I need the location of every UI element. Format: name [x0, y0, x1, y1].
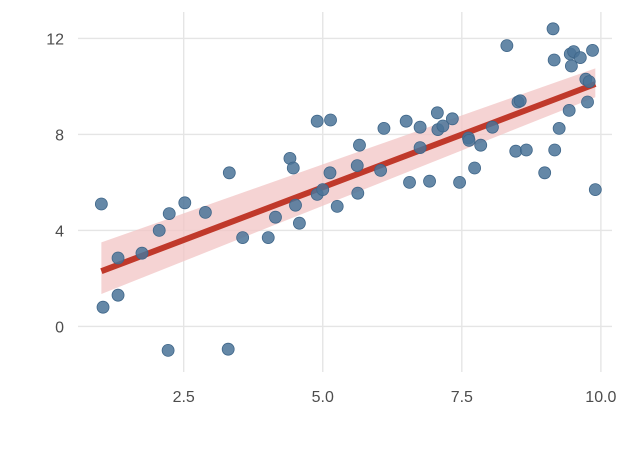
trend-line: [100, 81, 597, 275]
data-point: [474, 138, 488, 152]
data-point: [468, 161, 482, 175]
data-point: [538, 166, 552, 180]
data-point: [96, 300, 110, 314]
data-point: [111, 288, 125, 302]
y-tick-label: 12: [46, 31, 64, 48]
data-point: [519, 143, 533, 157]
data-point: [546, 22, 560, 36]
data-point: [350, 159, 364, 173]
data-point: [286, 161, 300, 175]
trend-line-layer: [100, 81, 597, 275]
data-point: [547, 53, 561, 67]
data-point: [513, 94, 527, 108]
data-point: [581, 95, 594, 109]
data-point: [430, 106, 444, 120]
data-point: [269, 210, 282, 224]
data-point: [552, 121, 566, 135]
data-point: [94, 197, 108, 211]
data-point: [548, 143, 562, 157]
data-point: [564, 59, 578, 73]
confidence-band: [101, 68, 596, 295]
data-point: [423, 174, 436, 188]
data-point: [588, 183, 602, 197]
data-point: [582, 75, 596, 88]
data-point: [413, 141, 427, 155]
data-point: [403, 175, 416, 189]
data-point: [324, 113, 337, 127]
data-point: [573, 51, 587, 64]
data-point: [586, 44, 599, 57]
data-point: [374, 163, 388, 177]
y-tick-label: 0: [55, 319, 64, 336]
data-point: [152, 223, 166, 237]
data-point: [222, 166, 236, 180]
data-point: [292, 216, 306, 230]
data-point: [509, 144, 523, 158]
data-point: [178, 196, 192, 210]
data-point: [161, 343, 175, 357]
data-point: [353, 138, 366, 152]
data-point: [436, 119, 450, 133]
data-point: [316, 183, 330, 197]
data-point: [221, 342, 235, 356]
data-point: [562, 104, 576, 117]
data-point: [162, 207, 176, 221]
data-point: [445, 112, 459, 126]
y-tick-label: 8: [55, 127, 64, 144]
axis-tick-labels: 2.5 5.0 7.5 10.0 0 4 8 12: [46, 31, 616, 406]
x-tick-label: 5.0: [312, 389, 334, 406]
data-point: [413, 120, 427, 134]
x-tick-label: 7.5: [451, 389, 473, 406]
data-point: [462, 133, 476, 147]
data-point: [453, 175, 466, 189]
y-tick-label: 4: [55, 223, 64, 240]
x-tick-label: 2.5: [173, 389, 195, 406]
data-point: [289, 198, 302, 212]
data-point: [261, 231, 275, 245]
data-points: [94, 22, 602, 357]
data-point: [198, 205, 212, 219]
data-point: [310, 114, 324, 128]
data-point: [236, 231, 250, 245]
data-point: [500, 39, 514, 52]
data-point: [323, 166, 337, 180]
x-tick-label: 10.0: [585, 389, 616, 406]
data-point: [486, 120, 499, 134]
data-point: [135, 246, 149, 260]
data-point: [351, 186, 365, 200]
confidence-band-layer: [101, 68, 596, 295]
data-point: [330, 199, 344, 213]
data-point: [399, 114, 413, 128]
data-point: [111, 251, 125, 265]
data-point: [377, 121, 391, 135]
